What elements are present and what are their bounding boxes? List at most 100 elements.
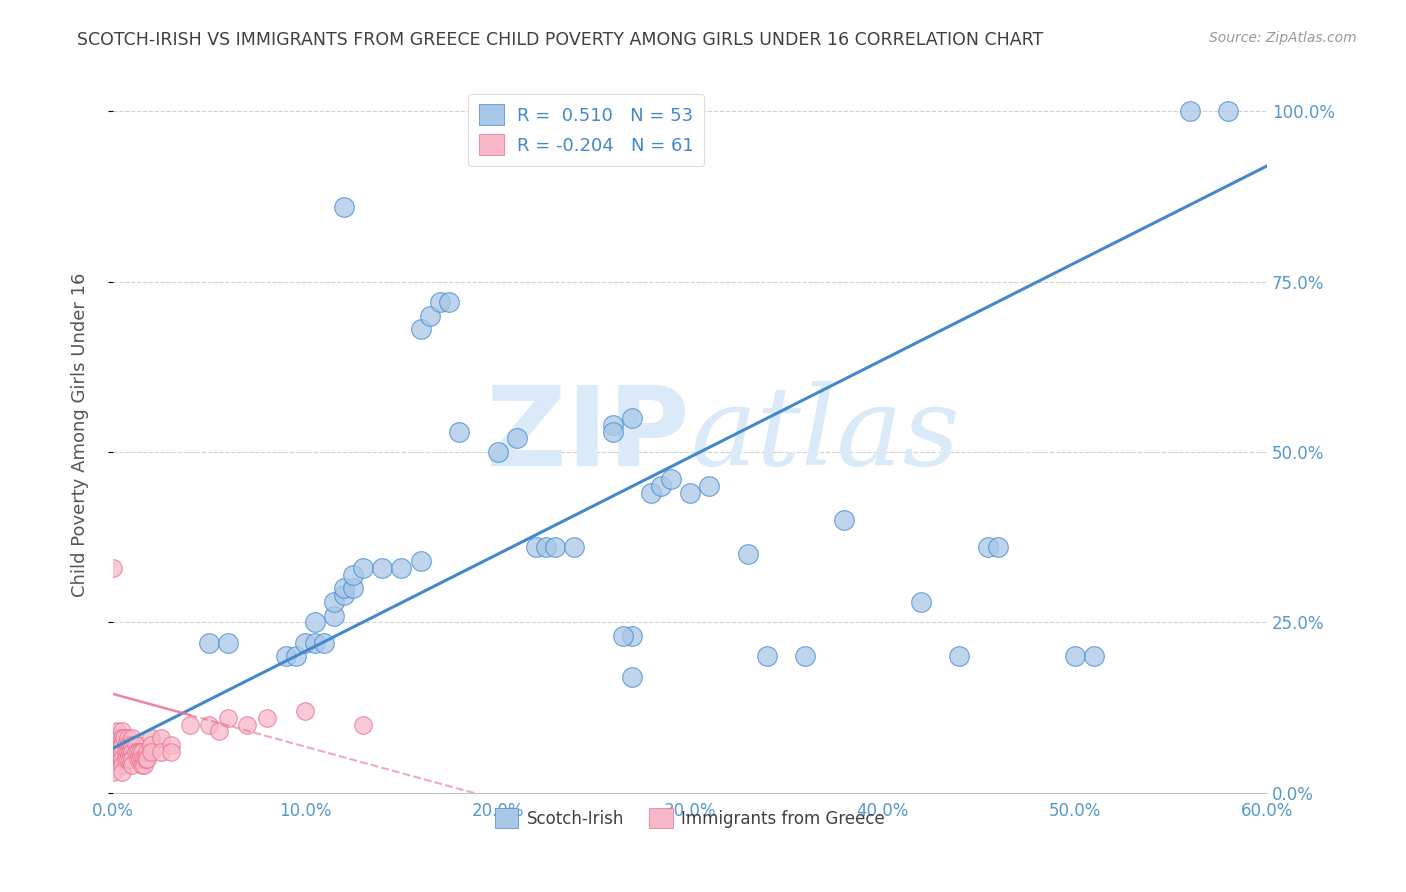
Point bbox=[101, 765, 124, 780]
Point bbox=[409, 322, 432, 336]
Point bbox=[621, 670, 644, 684]
Point bbox=[208, 724, 231, 739]
Point bbox=[640, 486, 662, 500]
Point bbox=[198, 717, 221, 731]
Point bbox=[524, 541, 547, 555]
Point bbox=[111, 738, 134, 752]
Point bbox=[564, 541, 586, 555]
Point bbox=[294, 636, 316, 650]
Point bbox=[1218, 104, 1240, 119]
Point bbox=[217, 636, 239, 650]
Point bbox=[120, 745, 142, 759]
Point bbox=[1063, 649, 1085, 664]
Legend: Scotch-Irish, Immigrants from Greece: Scotch-Irish, Immigrants from Greece bbox=[488, 802, 891, 834]
Point bbox=[121, 751, 143, 765]
Point bbox=[342, 567, 364, 582]
Point bbox=[101, 561, 124, 575]
Point bbox=[342, 582, 364, 596]
Point bbox=[149, 731, 172, 746]
Point bbox=[621, 411, 644, 425]
Point bbox=[107, 731, 129, 746]
Point bbox=[127, 751, 149, 765]
Point bbox=[141, 731, 163, 746]
Point bbox=[125, 738, 148, 752]
Point bbox=[121, 758, 143, 772]
Point bbox=[304, 615, 326, 630]
Point bbox=[110, 751, 132, 765]
Y-axis label: Child Poverty Among Girls Under 16: Child Poverty Among Girls Under 16 bbox=[72, 273, 89, 598]
Point bbox=[679, 486, 702, 500]
Point bbox=[352, 717, 374, 731]
Point bbox=[429, 295, 451, 310]
Point bbox=[115, 738, 138, 752]
Point bbox=[256, 711, 278, 725]
Text: ZIP: ZIP bbox=[486, 382, 690, 489]
Point bbox=[352, 561, 374, 575]
Point bbox=[110, 738, 132, 752]
Point bbox=[987, 541, 1010, 555]
Point bbox=[534, 541, 557, 555]
Point bbox=[419, 309, 441, 323]
Point bbox=[737, 547, 759, 561]
Point bbox=[121, 745, 143, 759]
Point bbox=[659, 472, 682, 486]
Point bbox=[111, 724, 134, 739]
Point bbox=[948, 649, 970, 664]
Point bbox=[131, 758, 153, 772]
Point bbox=[621, 629, 644, 643]
Point bbox=[135, 751, 157, 765]
Point bbox=[332, 200, 354, 214]
Point bbox=[506, 432, 529, 446]
Point bbox=[977, 541, 1000, 555]
Point bbox=[120, 751, 142, 765]
Point bbox=[910, 595, 932, 609]
Point bbox=[159, 745, 181, 759]
Point bbox=[274, 649, 297, 664]
Point bbox=[314, 636, 336, 650]
Point bbox=[111, 731, 134, 746]
Point bbox=[117, 745, 139, 759]
Point bbox=[105, 738, 128, 752]
Point bbox=[294, 704, 316, 718]
Point bbox=[111, 745, 134, 759]
Point bbox=[115, 751, 138, 765]
Point bbox=[697, 479, 720, 493]
Point bbox=[141, 745, 163, 759]
Point bbox=[389, 561, 412, 575]
Point bbox=[439, 295, 461, 310]
Point bbox=[1083, 649, 1105, 664]
Point bbox=[332, 588, 354, 602]
Point bbox=[128, 745, 150, 759]
Point bbox=[125, 745, 148, 759]
Point bbox=[141, 738, 163, 752]
Point bbox=[107, 745, 129, 759]
Point bbox=[121, 731, 143, 746]
Point bbox=[544, 541, 567, 555]
Point bbox=[131, 751, 153, 765]
Point bbox=[612, 629, 634, 643]
Point bbox=[111, 758, 134, 772]
Point bbox=[128, 751, 150, 765]
Point bbox=[105, 724, 128, 739]
Point bbox=[449, 425, 471, 439]
Point bbox=[136, 751, 159, 765]
Point bbox=[159, 738, 181, 752]
Text: atlas: atlas bbox=[690, 381, 959, 489]
Point bbox=[323, 595, 346, 609]
Text: Source: ZipAtlas.com: Source: ZipAtlas.com bbox=[1209, 31, 1357, 45]
Point bbox=[602, 417, 624, 432]
Point bbox=[132, 751, 155, 765]
Point bbox=[149, 745, 172, 759]
Point bbox=[120, 738, 142, 752]
Point bbox=[117, 738, 139, 752]
Point bbox=[332, 582, 354, 596]
Point bbox=[131, 745, 153, 759]
Point bbox=[304, 636, 326, 650]
Point bbox=[127, 745, 149, 759]
Point bbox=[486, 445, 509, 459]
Point bbox=[111, 765, 134, 780]
Point bbox=[602, 425, 624, 439]
Point bbox=[217, 711, 239, 725]
Point bbox=[650, 479, 672, 493]
Point bbox=[198, 636, 221, 650]
